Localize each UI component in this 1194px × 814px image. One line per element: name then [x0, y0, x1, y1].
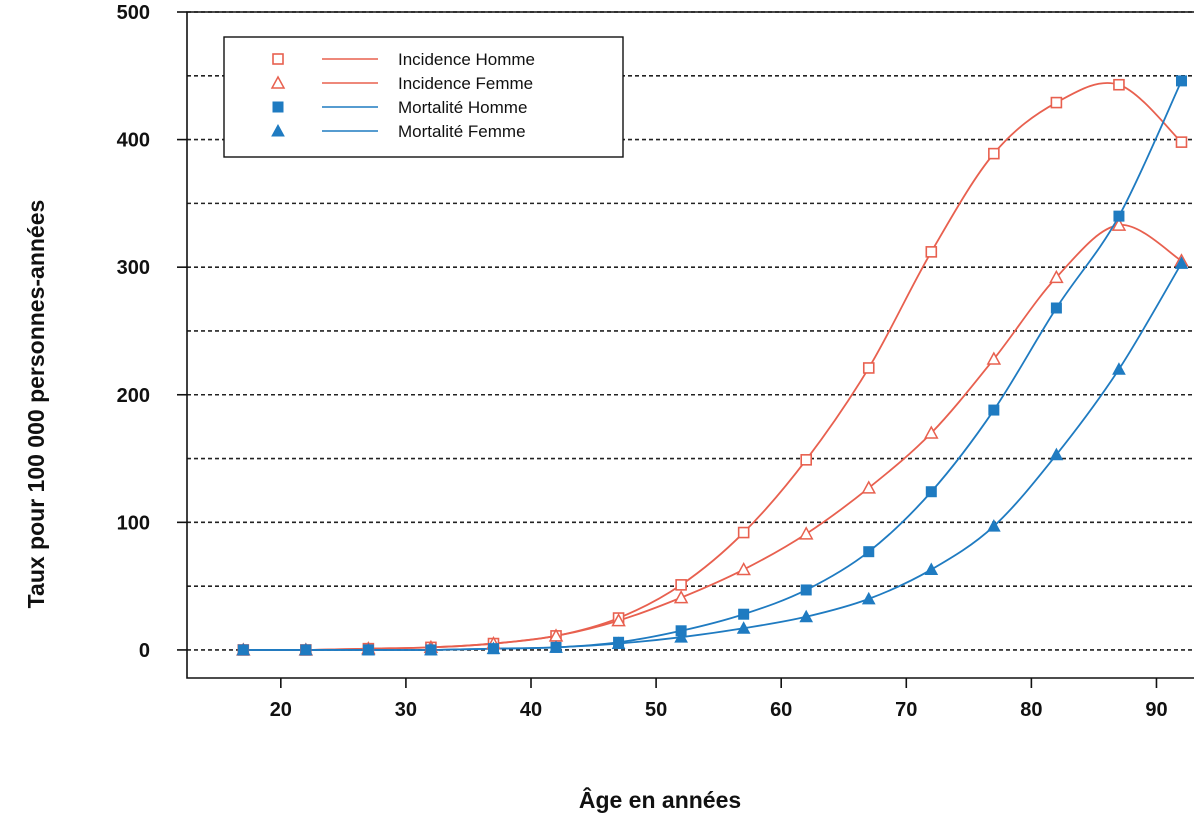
legend-entry-label: Mortalité Femme	[398, 122, 526, 141]
y-tick-label: 300	[117, 257, 150, 279]
legend-entry-label: Mortalité Homme	[398, 98, 527, 117]
data-point-series-4	[1049, 447, 1064, 461]
legend-entry-label: Incidence Homme	[398, 50, 535, 69]
series-line-1	[243, 82, 1183, 651]
legend-marker	[270, 75, 286, 89]
data-point-series-3	[988, 404, 1000, 416]
data-point-series-4	[486, 641, 501, 655]
series-layer	[236, 75, 1189, 656]
data-point-series-1	[1050, 96, 1063, 109]
data-point-series-4	[611, 636, 626, 650]
data-point-series-2	[986, 351, 1002, 365]
x-tick-label: 30	[395, 699, 417, 721]
data-point-series-2	[1049, 269, 1064, 284]
data-point-series-4	[236, 642, 251, 656]
data-point-series-4	[361, 642, 376, 656]
data-point-series-2	[798, 526, 814, 540]
data-point-series-1	[925, 246, 938, 258]
data-point-series-3	[800, 584, 812, 596]
data-point-series-2	[924, 425, 939, 439]
x-axis-label: Âge en années	[579, 786, 741, 813]
data-point-series-1	[1175, 136, 1188, 148]
series-line-4	[243, 262, 1183, 651]
legend-box	[223, 36, 624, 158]
data-point-series-4	[424, 642, 438, 656]
x-tick-label: 20	[270, 699, 292, 721]
x-tick-label: 90	[1145, 699, 1167, 721]
x-tick-label: 40	[520, 699, 542, 721]
y-tick-label: 500	[117, 2, 150, 24]
data-point-series-2	[1111, 217, 1127, 231]
data-point-series-4	[924, 562, 939, 576]
data-point-series-2	[736, 561, 751, 576]
data-point-series-1	[1113, 78, 1125, 91]
x-tick-label: 60	[770, 699, 792, 721]
y-tick-label: 100	[117, 512, 150, 534]
data-point-series-4	[799, 609, 814, 623]
data-point-series-1	[675, 579, 687, 591]
y-axis-label: Taux pour 100 000 personnes-années	[23, 200, 49, 609]
data-point-series-4	[736, 621, 751, 634]
data-point-series-3	[1050, 302, 1062, 314]
data-point-series-3	[738, 608, 750, 620]
data-point-series-4	[549, 640, 563, 653]
x-tick-label: 70	[895, 699, 917, 721]
data-point-series-4	[861, 591, 876, 605]
data-point-series-3	[1175, 75, 1187, 87]
data-point-series-3	[925, 486, 937, 498]
data-point-series-4	[674, 630, 688, 643]
legend-marker	[272, 53, 284, 65]
data-point-series-2	[611, 613, 626, 627]
data-point-series-4	[298, 642, 313, 656]
data-point-series-1	[988, 147, 1000, 160]
data-point-series-4	[1112, 362, 1126, 375]
y-tick-label: 0	[139, 640, 150, 662]
y-tick-label: 200	[117, 385, 150, 407]
series-line-3	[243, 80, 1183, 651]
data-point-series-3	[1113, 210, 1125, 222]
plot-frame	[186, 11, 1194, 679]
data-point-series-2	[673, 590, 689, 604]
legend-marker	[271, 123, 285, 137]
legend: Incidence Homme Incidence Femme Mortalité …	[223, 36, 624, 158]
legend-entry-label: Incidence Femme	[398, 74, 533, 93]
data-point-series-3	[863, 546, 875, 558]
data-point-series-4	[987, 519, 1001, 532]
x-tick-label: 50	[645, 699, 667, 721]
data-point-series-1	[862, 362, 875, 374]
axes-layer: 0 100 200 300 400 500 20 30 40 50 60 70 80 90	[117, 2, 1194, 721]
data-point-series-1	[800, 454, 813, 466]
data-point-series-2	[861, 480, 877, 494]
data-point-series-4	[1174, 256, 1189, 269]
legend-marker	[272, 101, 284, 113]
data-point-series-1	[737, 526, 750, 539]
x-tick-label: 80	[1020, 699, 1042, 721]
y-tick-label: 400	[117, 130, 150, 152]
